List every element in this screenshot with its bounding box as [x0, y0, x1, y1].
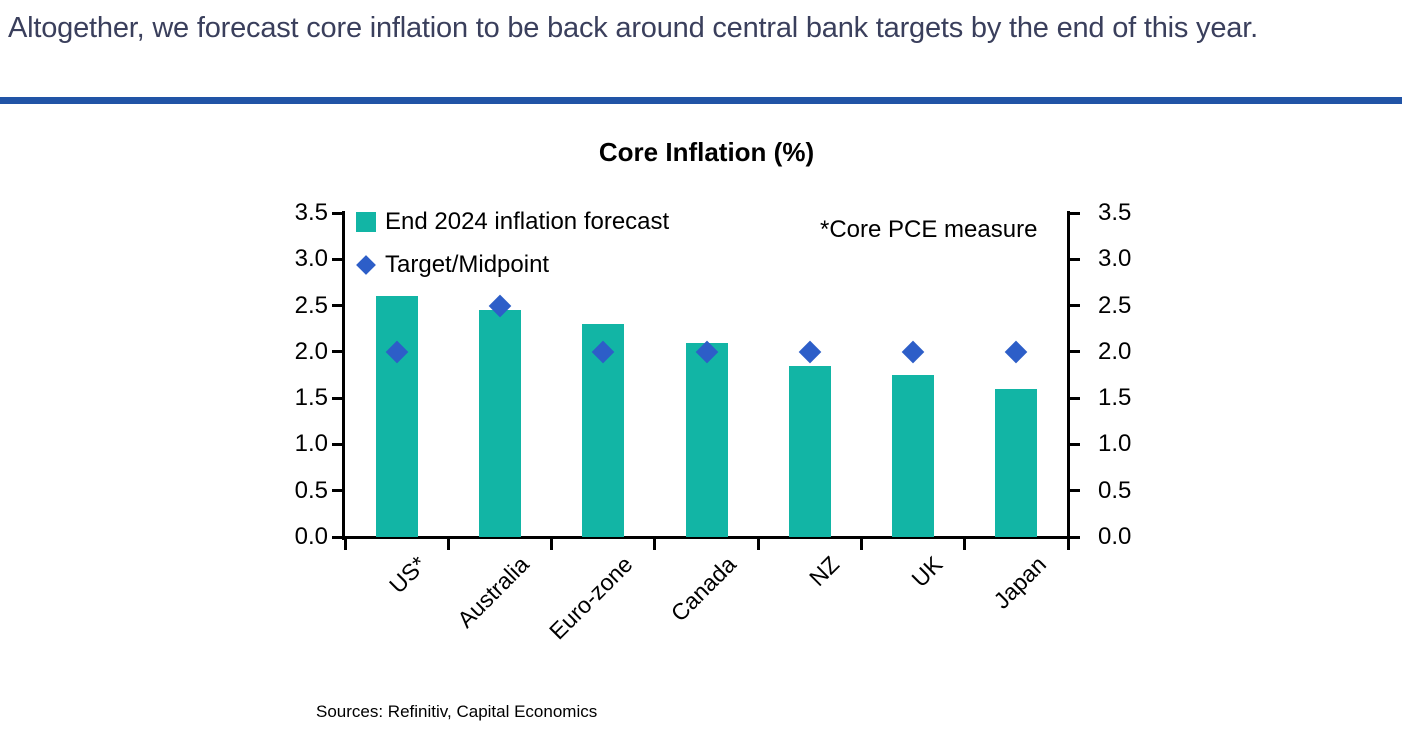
x-category-label: US* [383, 551, 432, 599]
y-tick-right [1069, 257, 1080, 261]
x-tick [1066, 539, 1070, 550]
x-category-label: Japan [988, 551, 1051, 614]
y-tick-label-left: 0.0 [294, 523, 328, 550]
annotation-core-pce: *Core PCE measure [820, 216, 1038, 243]
y-tick-label-left: 2.5 [294, 291, 328, 319]
y-tick-left [332, 535, 343, 539]
y-tick-left [332, 304, 343, 308]
y-tick-label-right: 1.5 [1098, 384, 1132, 412]
x-category-label: NZ [804, 551, 845, 592]
x-category-label: Canada [665, 551, 741, 627]
y-tick-left [332, 257, 343, 261]
y-tick-label-right: 2.0 [1098, 337, 1132, 365]
headline: Altogether, we forecast core inflation t… [8, 12, 1258, 44]
y-axis-left [342, 211, 345, 540]
x-tick [963, 539, 967, 550]
legend-item-forecast: End 2024 inflation forecast [356, 200, 669, 243]
y-tick-label-right: 1.0 [1098, 430, 1132, 458]
y-tick-label-left: 1.0 [294, 430, 328, 458]
y-tick-left [332, 211, 343, 215]
target-marker-NZ [798, 340, 822, 364]
legend-item-target: Target/Midpoint [356, 243, 669, 286]
bar-Japan [995, 388, 1038, 537]
y-axis-right [1067, 211, 1070, 540]
y-tick-left [332, 442, 343, 446]
y-tick-label-left: 0.5 [294, 476, 328, 504]
legend-label-target: Target/Midpoint [385, 250, 550, 278]
y-tick-label-right: 0.0 [1098, 523, 1132, 550]
y-tick-label-right: 2.5 [1098, 291, 1132, 319]
y-tick-label-left: 3.0 [294, 245, 328, 273]
x-category-label: Euro-zone [544, 551, 638, 645]
y-tick-right [1069, 442, 1080, 446]
x-tick [653, 539, 657, 550]
x-category-label: UK [906, 551, 948, 592]
x-tick [446, 539, 450, 550]
x-tick [550, 539, 554, 550]
target-diamond-icon [356, 254, 376, 275]
bar-Australia [478, 310, 521, 537]
x-tick [859, 539, 863, 550]
y-tick-right [1069, 535, 1080, 539]
bar-Canada [685, 342, 728, 537]
bar-UK [892, 375, 935, 537]
forecast-swatch-icon [356, 211, 376, 232]
y-tick-right [1069, 489, 1080, 493]
legend: End 2024 inflation forecast Target/Midpo… [356, 200, 669, 286]
y-tick-right [1069, 350, 1080, 354]
target-marker-UK [901, 340, 925, 364]
x-tick [343, 539, 347, 550]
y-tick-right [1069, 396, 1080, 400]
bar-NZ [788, 365, 831, 537]
y-tick-left [332, 396, 343, 400]
y-tick-label-right: 3.5 [1098, 199, 1132, 226]
y-tick-right [1069, 304, 1080, 308]
y-tick-label-left: 2.0 [294, 337, 328, 365]
y-tick-left [332, 489, 343, 493]
y-tick-label-left: 1.5 [294, 384, 328, 412]
y-tick-label-right: 3.0 [1098, 245, 1132, 273]
divider-rule [0, 97, 1402, 104]
sources-note: Sources: Refinitiv, Capital Economics [316, 702, 598, 721]
y-tick-label-right: 0.5 [1098, 476, 1132, 504]
legend-label-forecast: End 2024 inflation forecast [385, 207, 670, 235]
target-marker-Japan [1005, 340, 1028, 364]
y-tick-left [332, 350, 343, 354]
x-tick [756, 539, 760, 550]
bar-US* [375, 296, 418, 537]
x-category-label: Australia [452, 551, 535, 633]
y-tick-right [1069, 211, 1080, 215]
chart-title: Core Inflation (%) [598, 137, 815, 167]
x-axis [342, 536, 1070, 539]
y-tick-label-left: 3.5 [294, 199, 328, 226]
